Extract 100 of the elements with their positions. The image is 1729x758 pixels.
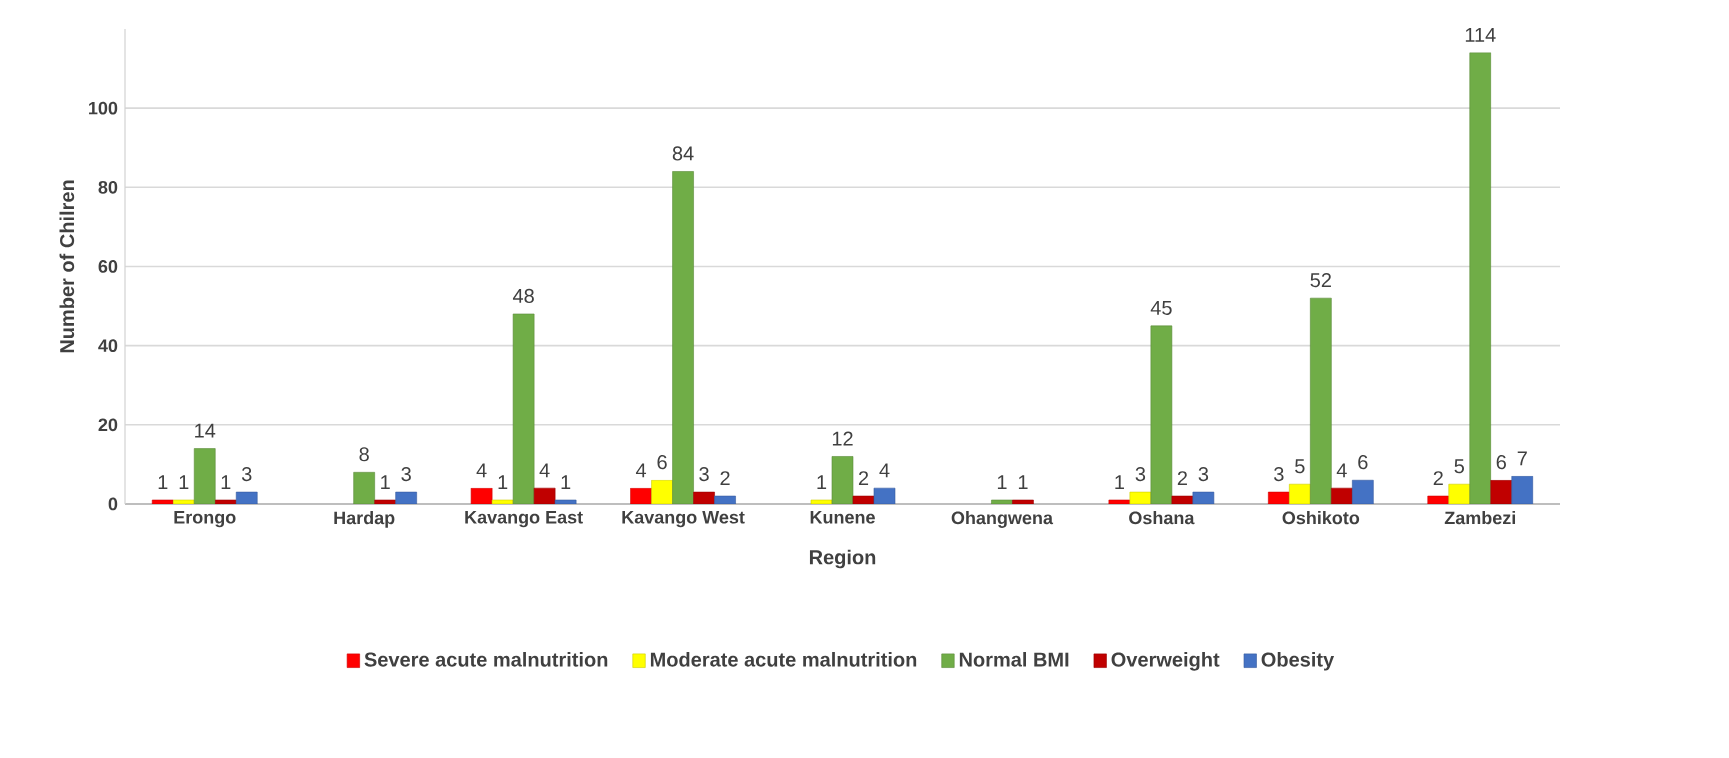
bar [512, 313, 535, 504]
data-label: 4 [1336, 463, 1347, 478]
data-label: 7 [1517, 451, 1527, 466]
data-label: 5 [1454, 459, 1464, 474]
data-label: 1 [817, 475, 827, 490]
x-tick-label: Zambezi [1444, 511, 1516, 525]
bar [672, 171, 694, 504]
data-label: 1 [221, 475, 231, 490]
x-tick-label: Erongo [174, 511, 236, 528]
y-tick-label: 60 [98, 260, 118, 273]
y-tick-label: 20 [98, 418, 118, 432]
bar [714, 495, 736, 504]
bar [1427, 495, 1450, 504]
data-label: 1 [381, 475, 390, 490]
data-label: 2 [858, 471, 869, 486]
data-label: 45 [1150, 300, 1172, 315]
bar [1511, 475, 1534, 504]
data-label: 1 [1115, 475, 1124, 490]
bar [1469, 52, 1492, 504]
bar [193, 448, 216, 504]
legend-label: Moderate acute malnutrition [650, 651, 917, 667]
data-label: 52 [1310, 273, 1331, 288]
bar [235, 491, 258, 504]
bar [533, 487, 556, 504]
data-label: 4 [879, 463, 890, 478]
data-label: 84 [672, 146, 694, 161]
data-label: 1 [997, 475, 1007, 490]
x-axis-title: Region [809, 549, 876, 569]
bar [852, 495, 875, 504]
data-label: 4 [476, 463, 487, 478]
x-tick-label: Kavango East [465, 511, 583, 528]
data-label: 6 [657, 455, 667, 470]
bar [1268, 491, 1290, 504]
y-tick-label: 100 [89, 101, 118, 115]
data-label: 3 [1198, 466, 1209, 482]
x-tick-label: Oshana [1129, 511, 1195, 525]
data-label: 5 [1295, 459, 1305, 474]
data-label: 1 [561, 475, 571, 490]
legend-label: Overweight [1111, 651, 1220, 671]
bar [991, 499, 1013, 504]
x-tick-label: Ohangwena [951, 511, 1054, 528]
data-label: 12 [832, 431, 853, 446]
bar [491, 499, 514, 504]
bar [1171, 495, 1194, 504]
data-label: 3 [699, 466, 709, 482]
data-label: 1 [179, 475, 189, 490]
bar [1490, 479, 1513, 504]
data-label: 1 [498, 475, 508, 490]
x-tick-label: Kavango West [622, 511, 745, 528]
data-label: 1 [158, 475, 168, 490]
data-label: 8 [359, 447, 369, 462]
bar [172, 499, 195, 504]
bar [395, 491, 417, 504]
bar [1150, 325, 1173, 504]
x-tick-label: Oshikoto [1282, 511, 1360, 525]
legend-label: Obesity [1261, 651, 1335, 671]
bar [1108, 499, 1131, 504]
y-tick-label: 40 [98, 339, 118, 353]
bar [353, 472, 375, 504]
bar [873, 487, 896, 504]
bar [630, 487, 652, 504]
data-label: 3 [1274, 466, 1284, 482]
data-label: 3 [401, 466, 411, 482]
bar [1129, 491, 1152, 504]
bar [1310, 297, 1332, 504]
data-label: 2 [720, 471, 730, 486]
legend-label: Severe acute malnutrition [364, 651, 608, 667]
data-label: 4 [635, 463, 647, 478]
y-tick-label: 0 [108, 497, 118, 511]
y-tick-label: 80 [98, 180, 118, 194]
data-label: 3 [241, 466, 252, 482]
bar [1192, 491, 1215, 504]
data-label: 48 [512, 288, 534, 304]
bar [1289, 483, 1311, 504]
data-label: 2 [1177, 471, 1187, 486]
x-tick-label: Hardap [334, 511, 395, 528]
bar [554, 499, 577, 504]
bar [1352, 479, 1374, 504]
bar [1448, 483, 1471, 504]
data-label: 6 [1496, 455, 1506, 470]
bar [374, 499, 396, 504]
y-axis-title: Number of Chilren [59, 180, 75, 353]
x-tick-label: Kunene [810, 511, 875, 524]
data-label: 114 [1465, 28, 1496, 42]
bar [651, 479, 673, 504]
data-label: 6 [1358, 455, 1368, 470]
data-label: 2 [1433, 471, 1443, 486]
bar [831, 456, 854, 504]
data-label: 4 [539, 463, 550, 478]
bar [151, 499, 174, 504]
bar [214, 499, 237, 504]
bar [810, 499, 833, 504]
bar [1331, 487, 1353, 504]
bar [693, 491, 715, 504]
data-label: 3 [1135, 466, 1146, 482]
data-label: 14 [195, 423, 216, 438]
legend-label: Normal BMI [959, 651, 1069, 667]
bar [470, 487, 493, 504]
data-label: 1 [1018, 475, 1028, 490]
bar [1012, 499, 1034, 504]
